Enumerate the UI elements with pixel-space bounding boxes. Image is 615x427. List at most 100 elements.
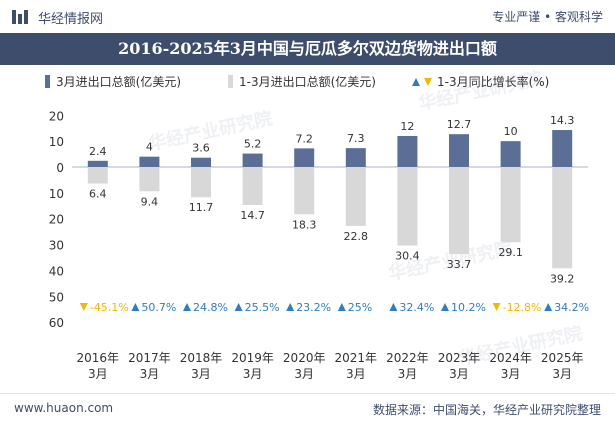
bar-ytd-label: 6.4 xyxy=(89,188,107,201)
x-tick-label-year: 2016年 xyxy=(77,351,120,365)
y-tick-label: 10 xyxy=(49,135,64,149)
y-tick-label: 60 xyxy=(49,316,64,330)
x-tick-label-month: 3月 xyxy=(191,367,211,381)
rate-up-icon xyxy=(131,303,140,311)
website-link[interactable]: www.huaon.com xyxy=(14,401,114,415)
x-tick-label-year: 2020年 xyxy=(283,351,326,365)
bar-ytd-label: 9.4 xyxy=(141,195,159,208)
bar-march-label: 2.4 xyxy=(89,145,107,158)
legend-label-ytd: 1-3月进出口总额(亿美元) xyxy=(239,74,376,89)
bar-ytd-label: 33.7 xyxy=(447,258,472,271)
bar-ytd-label: 30.4 xyxy=(395,250,420,263)
bar-ytd-label: 22.8 xyxy=(344,230,369,243)
x-tick-label-year: 2018年 xyxy=(180,351,223,365)
y-tick-label: 10 xyxy=(49,187,64,201)
brand-name: 华经情报网 xyxy=(38,12,104,27)
y-tick-label: 20 xyxy=(49,109,64,123)
rate-up-icon xyxy=(544,303,553,311)
bar-ytd xyxy=(87,167,108,184)
bar-ytd xyxy=(552,167,573,269)
y-tick-label: 0 xyxy=(56,161,64,175)
bar-march-label: 10 xyxy=(504,125,518,138)
bar-march xyxy=(87,160,108,167)
bar-ytd xyxy=(242,167,263,205)
y-tick-label: 30 xyxy=(49,239,64,253)
bar-march xyxy=(139,156,160,167)
bar-march xyxy=(552,130,573,167)
legend-swatch-march xyxy=(45,75,50,88)
bar-march-label: 7.3 xyxy=(347,132,365,145)
bar-ytd xyxy=(397,167,418,246)
bar-march xyxy=(500,141,521,167)
bar-march xyxy=(449,134,469,167)
x-tick-label-year: 2025年 xyxy=(541,351,584,365)
bar-ytd-label: 29.1 xyxy=(498,246,523,259)
x-tick-label-year: 2022年 xyxy=(386,351,429,365)
x-tick-label-month: 3月 xyxy=(243,367,263,381)
bar-march-label: 4 xyxy=(146,141,153,154)
legend-label-rate: 1-3月同比增长率(%) xyxy=(437,74,549,89)
rate-down-icon xyxy=(492,303,501,311)
rate-label: 25.5% xyxy=(245,301,280,314)
x-tick-label-month: 3月 xyxy=(501,367,521,381)
bar-ytd-label: 39.2 xyxy=(550,272,575,285)
legend-triangle-up-icon xyxy=(412,78,420,86)
x-tick-label-month: 3月 xyxy=(88,367,108,381)
bar-march-label: 5.2 xyxy=(244,138,262,151)
bar-march xyxy=(242,153,263,167)
rate-up-icon xyxy=(337,303,346,311)
x-tick-label-month: 3月 xyxy=(398,367,418,381)
x-tick-label-month: 3月 xyxy=(294,367,314,381)
bar-march xyxy=(397,135,418,167)
huajing-logo-icon xyxy=(12,10,28,24)
bar-march-label: 12.7 xyxy=(447,118,472,131)
x-tick-label-month: 3月 xyxy=(552,367,572,381)
x-tick-label-month: 3月 xyxy=(140,367,160,381)
rate-up-icon xyxy=(286,303,295,311)
bar-ytd xyxy=(345,167,366,226)
bar-march-label: 7.2 xyxy=(295,132,313,145)
rate-label: 25% xyxy=(348,301,372,314)
y-tick-label: 40 xyxy=(49,264,64,278)
chart-area: 华经产业研究院华经产业研究院华经产业研究院华经产业研究院3月进出口总额(亿美元)… xyxy=(45,67,589,381)
bar-march xyxy=(191,157,211,167)
x-tick-label-year: 2021年 xyxy=(335,351,378,365)
x-tick-label-year: 2019年 xyxy=(231,351,274,365)
legend-swatch-ytd xyxy=(228,75,233,88)
tagline: 专业严谨 • 客观科学 xyxy=(492,10,603,24)
bar-ytd xyxy=(294,167,315,215)
x-tick-label-month: 3月 xyxy=(449,367,469,381)
rate-label: 23.2% xyxy=(296,301,331,314)
bar-ytd-label: 14.7 xyxy=(240,209,265,222)
rate-label: -12.8% xyxy=(503,301,542,314)
x-tick-label-year: 2023年 xyxy=(438,351,481,365)
bar-march xyxy=(294,148,315,167)
rate-label: 50.7% xyxy=(141,301,176,314)
rate-up-icon xyxy=(389,303,398,311)
rate-label: 32.4% xyxy=(399,301,434,314)
rate-up-icon xyxy=(183,303,191,311)
bar-march-label: 12 xyxy=(400,120,414,133)
bar-ytd xyxy=(139,167,160,192)
x-tick-label-year: 2017年 xyxy=(128,351,171,365)
rate-up-icon xyxy=(441,303,449,311)
legend-triangle-down-icon xyxy=(424,78,432,86)
chart-title: 2016-2025年3月中国与厄瓜多尔双边货物进出口额 xyxy=(0,33,615,65)
x-tick-label-month: 3月 xyxy=(346,367,366,381)
rate-label: 34.2% xyxy=(554,301,589,314)
rate-label: 10.2% xyxy=(451,301,486,314)
rate-label: -45.1% xyxy=(90,301,129,314)
y-tick-label: 20 xyxy=(49,213,64,227)
bar-ytd-label: 11.7 xyxy=(189,201,214,214)
bar-ytd xyxy=(449,167,469,255)
x-tick-label-year: 2024年 xyxy=(489,351,532,365)
rate-label: 24.8% xyxy=(193,301,228,314)
data-source: 数据来源：中国海关，华经产业研究院整理 xyxy=(372,403,601,417)
bar-march xyxy=(345,148,366,167)
bar-ytd xyxy=(500,167,521,243)
bar-ytd xyxy=(191,167,211,198)
bar-march-label: 3.6 xyxy=(192,142,210,155)
legend-label-march: 3月进出口总额(亿美元) xyxy=(56,74,181,89)
top-bar: 华经情报网 专业严谨 • 客观科学 xyxy=(0,0,615,33)
rate-down-icon xyxy=(79,303,88,311)
